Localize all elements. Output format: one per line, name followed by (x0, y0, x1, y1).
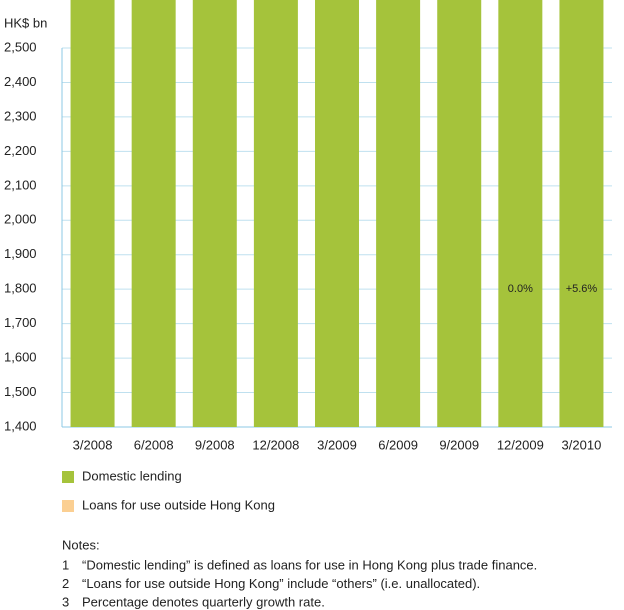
x-tick-label: 3/2010 (562, 437, 602, 452)
bar-segment (437, 0, 482, 427)
bar-segment (498, 0, 543, 427)
note-number: 2 (62, 576, 69, 591)
bar-segment (253, 0, 298, 427)
x-tick-label: 9/2009 (439, 437, 479, 452)
y-tick-label: 2,200 (4, 143, 37, 158)
y-tick-label: 1,500 (4, 384, 37, 399)
legend-swatch (62, 500, 74, 512)
note-number: 3 (62, 594, 69, 609)
y-tick-label: 2,500 (4, 39, 37, 54)
legend-swatch (62, 471, 74, 483)
note-text: “Loans for use outside Hong Kong” includ… (82, 576, 480, 591)
notes-title: Notes: (62, 537, 100, 552)
x-tick-label: 9/2008 (195, 437, 235, 452)
y-tick-label: 1,800 (4, 281, 37, 296)
legend-label: Domestic lending (82, 468, 182, 483)
note-text: Percentage denotes quarterly growth rate… (82, 594, 325, 609)
y-tick-label: 2,400 (4, 74, 37, 89)
note-text: “Domestic lending” is defined as loans f… (82, 557, 537, 572)
x-tick-label: 3/2008 (73, 437, 113, 452)
bar-segment (131, 0, 176, 427)
x-tick-label: 12/2008 (252, 437, 299, 452)
y-tick-label: 2,100 (4, 177, 37, 192)
legend-label: Loans for use outside Hong Kong (82, 497, 275, 512)
x-tick-label: 12/2009 (497, 437, 544, 452)
y-tick-label: 1,900 (4, 246, 37, 261)
x-tick-label: 6/2008 (134, 437, 174, 452)
x-tick-label: 6/2009 (378, 437, 418, 452)
y-tick-label: 1,600 (4, 350, 37, 365)
x-tick-label: 3/2009 (317, 437, 357, 452)
growth-label: 0.0% (508, 283, 533, 295)
y-axis-label: HK$ bn (4, 15, 47, 30)
bar-segment (376, 0, 421, 428)
bar-segment (315, 0, 359, 427)
y-tick-label: 2,300 (4, 108, 37, 123)
growth-label: +5.6% (566, 283, 598, 295)
y-tick-label: 1,700 (4, 315, 37, 330)
note-number: 1 (62, 557, 69, 572)
y-tick-label: 1,400 (4, 418, 37, 433)
bar-segment (70, 0, 115, 428)
bar-segment (192, 0, 237, 427)
bar-segment (559, 0, 604, 427)
y-tick-label: 2,000 (4, 212, 37, 227)
